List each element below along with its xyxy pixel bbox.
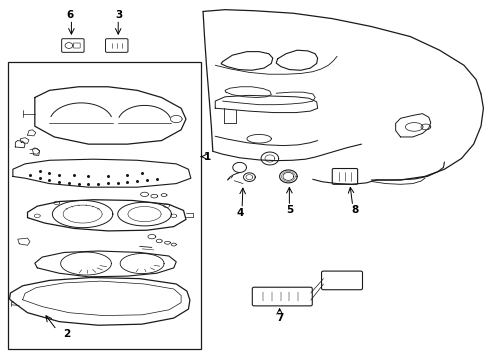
- Text: 8: 8: [350, 206, 358, 216]
- Text: 3: 3: [115, 10, 122, 20]
- Text: 1: 1: [204, 152, 211, 162]
- Text: 2: 2: [63, 329, 70, 339]
- Text: 6: 6: [67, 10, 74, 20]
- Text: 4: 4: [236, 208, 244, 218]
- Bar: [8, 62, 200, 348]
- Text: 7: 7: [275, 313, 283, 323]
- Text: 5: 5: [285, 206, 293, 216]
